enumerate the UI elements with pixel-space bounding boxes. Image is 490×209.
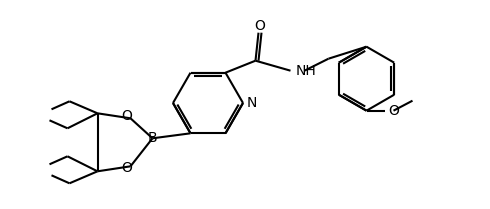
Text: O: O [122, 109, 132, 123]
Text: NH: NH [295, 64, 316, 78]
Text: O: O [122, 161, 132, 175]
Text: O: O [255, 19, 266, 33]
Text: N: N [247, 96, 257, 110]
Text: O: O [389, 104, 399, 118]
Text: B: B [147, 131, 157, 145]
